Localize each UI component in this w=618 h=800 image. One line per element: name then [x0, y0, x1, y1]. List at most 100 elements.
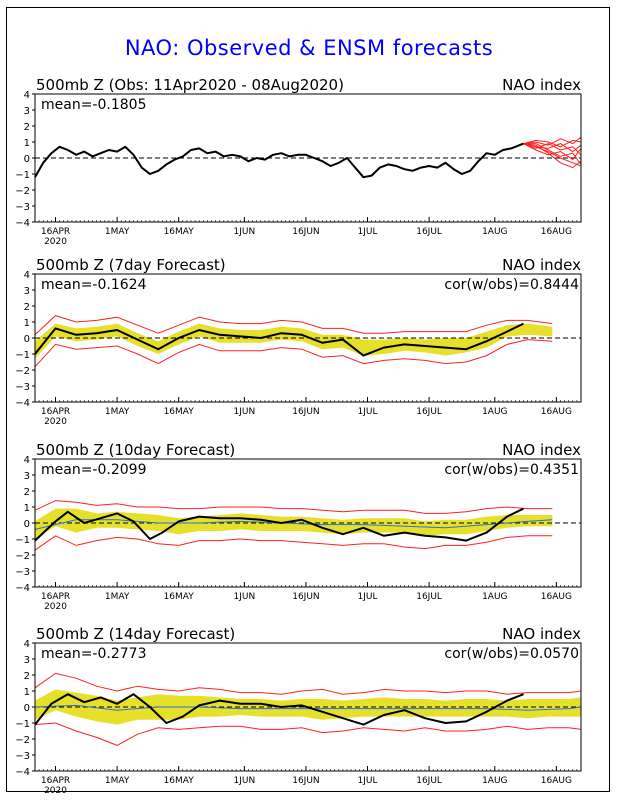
mean-label: mean=-0.1624: [41, 277, 147, 293]
ensemble-lower-bound: [34, 535, 553, 551]
ensemble-lower-bound: [34, 722, 582, 746]
y-tick-label: −2: [15, 735, 30, 746]
y-tick-label: −2: [15, 551, 30, 562]
x-tick-label: 1JUN: [234, 407, 256, 417]
observed-line: [34, 693, 524, 726]
nao-panel-3: 500mb Z (14day Forecast) NAO index mean=-0…: [15, 625, 582, 796]
x-tick-label: 1JUN: [234, 592, 256, 602]
x-tick-label: 16JUL: [416, 592, 442, 602]
x-tick-label: 1MAY: [105, 407, 130, 417]
y-tick-label: 4: [24, 270, 30, 281]
x-tick-label: 1AUG: [482, 227, 507, 237]
x-tick-year-label: 2020: [44, 786, 67, 796]
x-tick-label: 1MAY: [105, 227, 130, 237]
forecast-member-line: [523, 143, 582, 156]
y-tick-label: −1: [15, 535, 30, 546]
y-tick-label: 4: [24, 455, 30, 466]
x-tick-label: 16MAY: [164, 227, 195, 237]
y-tick-label: 1: [24, 318, 30, 329]
panel-index-label: NAO index: [502, 625, 581, 643]
ensemble-spread-band: [35, 323, 553, 359]
y-tick-label: 3: [24, 471, 30, 482]
x-tick-label: 16APR: [41, 407, 70, 417]
y-tick-label: 2: [24, 302, 30, 313]
x-tick-label: 16JUL: [416, 407, 442, 417]
ensemble-upper-bound: [34, 500, 553, 514]
y-tick-label: 4: [24, 639, 30, 650]
nao-panel-1: 500mb Z (7day Forecast) NAO index mean=-0.…: [15, 256, 582, 427]
y-tick-label: 4: [24, 90, 30, 101]
x-tick-label: 16APR: [41, 227, 70, 237]
x-tick-label: 16AUG: [541, 776, 572, 786]
x-tick-label: 16AUG: [541, 407, 572, 417]
x-tick-label: 16JUN: [292, 407, 319, 417]
y-tick-label: −3: [15, 202, 30, 213]
y-tick-label: −4: [15, 398, 30, 409]
nao-panel-2: 500mb Z (10day Forecast) NAO index mean=-0…: [15, 441, 582, 612]
y-tick-label: 3: [24, 655, 30, 666]
x-tick-label: 1JUL: [358, 407, 378, 417]
y-tick-label: 2: [24, 487, 30, 498]
panel-title: 500mb Z (Obs: 11Apr2020 - 08Aug2020): [36, 76, 344, 94]
x-tick-label: 16MAY: [164, 407, 195, 417]
x-tick-year-label: 2020: [44, 602, 67, 612]
y-tick-label: −3: [15, 567, 30, 578]
y-tick-label: −3: [15, 751, 30, 762]
mean-label: mean=-0.2099: [41, 462, 146, 478]
x-tick-label: 16AUG: [541, 227, 572, 237]
ensemble-lower-bound: [34, 339, 553, 368]
x-tick-label: 1JUL: [358, 592, 378, 602]
forecast-member-line: [523, 143, 582, 165]
y-tick-label: −4: [15, 218, 30, 229]
x-tick-label: 1AUG: [482, 776, 507, 786]
y-tick-label: 1: [24, 687, 30, 698]
x-tick-year-label: 2020: [44, 417, 67, 427]
panel-index-label: NAO index: [502, 76, 581, 94]
x-tick-label: 16MAY: [164, 776, 195, 786]
x-tick-label: 1JUL: [358, 227, 378, 237]
x-tick-label: 1AUG: [482, 592, 507, 602]
y-tick-label: 1: [24, 138, 30, 149]
figure-frame: [6, 7, 610, 792]
y-tick-label: 2: [24, 122, 30, 133]
y-tick-label: 0: [24, 703, 30, 714]
ensemble-upper-bound: [34, 315, 553, 336]
panel-index-label: NAO index: [502, 441, 581, 459]
mean-label: mean=-0.2773: [41, 646, 146, 662]
forecast-member-line: [523, 136, 582, 146]
x-tick-label: 16MAY: [164, 592, 195, 602]
panel-title: 500mb Z (10day Forecast): [36, 441, 235, 459]
nao-panel-0: 500mb Z (Obs: 11Apr2020 - 08Aug2020) NAO …: [15, 76, 582, 247]
forecast-member-line: [523, 139, 582, 148]
x-tick-label: 16JUL: [416, 227, 442, 237]
observed-line: [34, 507, 524, 542]
x-tick-label: 1MAY: [105, 592, 130, 602]
mean-label: mean=-0.1805: [41, 97, 146, 113]
panel-title: 500mb Z (7day Forecast): [36, 256, 226, 274]
x-tick-label: 1JUN: [234, 227, 256, 237]
correlation-label: cor(w/obs)=0.0570: [444, 646, 579, 662]
forecast-member-line: [523, 143, 582, 153]
x-tick-label: 16JUL: [416, 776, 442, 786]
y-tick-label: 3: [24, 106, 30, 117]
panel-index-label: NAO index: [502, 256, 581, 274]
y-tick-label: 1: [24, 503, 30, 514]
x-tick-label: 16JUN: [292, 592, 319, 602]
ensemble-mean-line: [34, 519, 553, 530]
x-tick-label: 16JUN: [292, 776, 319, 786]
x-tick-label: 16AUG: [541, 592, 572, 602]
y-tick-label: −2: [15, 366, 30, 377]
page-title: NAO: Observed & ENSM forecasts: [124, 36, 494, 60]
correlation-label: cor(w/obs)=0.4351: [444, 462, 579, 478]
x-tick-label: 16APR: [41, 592, 70, 602]
y-tick-label: −1: [15, 719, 30, 730]
ensemble-mean-line: [34, 704, 582, 711]
observed-line: [34, 142, 524, 179]
y-tick-label: 3: [24, 286, 30, 297]
y-tick-label: −3: [15, 382, 30, 393]
x-tick-year-label: 2020: [44, 237, 67, 247]
x-tick-label: 1MAY: [105, 776, 130, 786]
x-tick-label: 1JUL: [358, 776, 378, 786]
x-tick-label: 16APR: [41, 776, 70, 786]
